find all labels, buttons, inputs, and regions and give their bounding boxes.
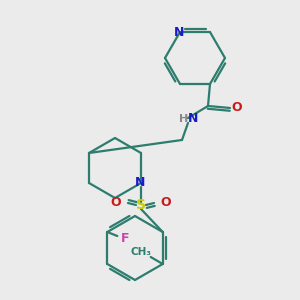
- Text: O: O: [232, 101, 242, 115]
- Text: O: O: [161, 196, 171, 209]
- Text: O: O: [111, 196, 121, 209]
- Text: S: S: [136, 198, 146, 212]
- Text: N: N: [188, 112, 198, 125]
- Text: H: H: [179, 114, 189, 124]
- Text: CH₃: CH₃: [130, 247, 151, 257]
- Text: N: N: [174, 26, 184, 38]
- Text: N: N: [135, 176, 145, 190]
- Text: F: F: [121, 232, 130, 245]
